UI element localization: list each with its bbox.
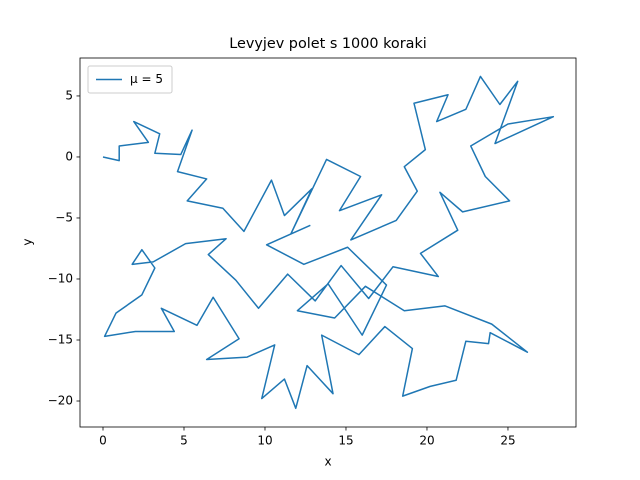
legend-box xyxy=(87,65,173,94)
x-tick-label: 20 xyxy=(419,434,434,448)
chart-title: Levyjev polet s 1000 koraki xyxy=(229,36,427,52)
y-tick-label: −10 xyxy=(48,271,73,285)
x-tick-label: 5 xyxy=(180,434,188,448)
y-tick-label: 0 xyxy=(65,149,73,163)
y-axis-label: y xyxy=(21,238,35,245)
x-tick-label: 0 xyxy=(99,434,107,448)
x-tick-label: 25 xyxy=(500,434,515,448)
series-line xyxy=(102,75,555,410)
legend-label: μ = 5 xyxy=(130,72,163,86)
y-tick-label: −15 xyxy=(48,332,73,346)
y-tick-label: −20 xyxy=(48,394,73,408)
y-tick-label: 5 xyxy=(65,88,73,102)
x-tick-label: 10 xyxy=(257,434,272,448)
x-axis-label: x xyxy=(324,455,331,469)
plot-frame xyxy=(79,57,577,428)
x-tick-label: 15 xyxy=(338,434,353,448)
y-tick-label: −5 xyxy=(55,210,73,224)
